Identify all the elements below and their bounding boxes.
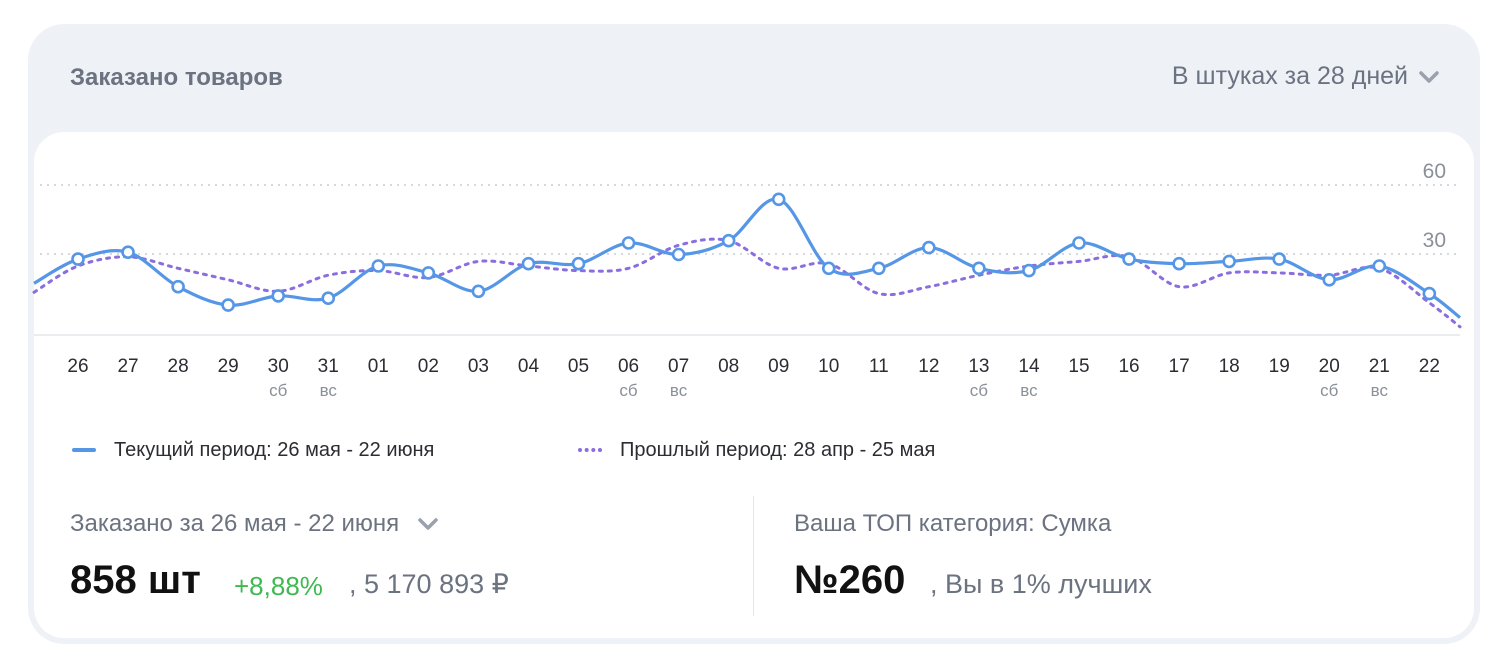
- period-select-label: В штуках за 28 дней: [1171, 62, 1408, 90]
- data-point: [171, 279, 185, 294]
- data-point: [521, 256, 536, 271]
- x-tick-label: 07: [668, 356, 689, 377]
- previous-period-line: [32, 237, 1462, 329]
- weekday-label: сб: [1320, 381, 1339, 400]
- x-tick-label: 29: [218, 356, 239, 377]
- legend-previous-swatch: [578, 448, 602, 452]
- y-tick-label: 30: [1423, 229, 1446, 252]
- x-tick-label: 12: [918, 356, 939, 377]
- orders-line-chart: 30 60 26 27 28 29 30 сб 31 вс 01 02 03 04 05 06 сб 07 вс 0…: [32, 160, 1462, 400]
- x-tick-label: 11: [869, 356, 889, 377]
- x-tick-label: 28: [168, 356, 189, 377]
- weekday-label: вс: [1371, 381, 1389, 400]
- ordered-period-select[interactable]: Заказано за 26 мая - 22 июня: [70, 510, 439, 538]
- x-tick-label: 19: [1269, 356, 1290, 377]
- x-tick-label: 18: [1219, 356, 1240, 377]
- card-title: Заказано товаров: [70, 64, 283, 91]
- data-point: [221, 298, 235, 312]
- x-tick-label: 14: [1018, 356, 1040, 377]
- x-tick-label: 15: [1068, 356, 1089, 377]
- x-tick-label: 01: [368, 356, 389, 377]
- current-period-line: [33, 197, 1461, 319]
- x-tick-label: 21: [1369, 356, 1390, 377]
- data-point: [1222, 254, 1236, 269]
- y-tick-label: 60: [1423, 160, 1446, 183]
- data-point: [271, 289, 286, 303]
- legend-previous-label: Прошлый период: 28 апр - 25 мая: [620, 438, 936, 461]
- data-point: [1272, 252, 1286, 266]
- data-point: [1422, 286, 1437, 301]
- stats-divider: [753, 496, 754, 616]
- x-tick-label: 05: [568, 356, 589, 377]
- x-tick-label: 16: [1118, 356, 1139, 377]
- data-point: [371, 259, 386, 273]
- data-point: [471, 284, 486, 299]
- data-point: [721, 233, 736, 248]
- rank-note: , Вы в 1% лучших: [930, 569, 1152, 599]
- data-point: [922, 240, 936, 255]
- data-point: [321, 291, 336, 306]
- data-point: [421, 266, 436, 280]
- data-point: [121, 245, 135, 259]
- weekday-label: сб: [970, 381, 989, 400]
- x-tick-label: 03: [468, 356, 489, 377]
- x-tick-label: 26: [67, 356, 88, 377]
- legend-current-label: Текущий период: 26 мая - 22 июня: [114, 438, 435, 461]
- data-point: [671, 247, 686, 262]
- top-category-label: Ваша ТОП категория: Сумка: [794, 510, 1112, 537]
- x-tick-label: 22: [1419, 356, 1440, 377]
- data-point: [1322, 272, 1337, 287]
- ordered-period-label: Заказано за 26 мая - 22 июня: [70, 510, 400, 537]
- ordered-change-badge: +8,88%: [234, 571, 323, 601]
- x-tick-label: 20: [1319, 356, 1340, 377]
- chevron-down-icon: [1419, 70, 1439, 83]
- data-point: [71, 252, 85, 266]
- x-tick-label: 06: [618, 356, 639, 377]
- weekday-label: вс: [320, 381, 338, 400]
- period-select[interactable]: В штуках за 28 дней: [1172, 62, 1440, 91]
- data-point: [972, 261, 986, 276]
- ordered-revenue: , 5 170 893 ₽: [349, 569, 509, 599]
- weekday-label: сб: [619, 381, 638, 400]
- data-point: [871, 261, 886, 276]
- x-tick-label: 30: [268, 356, 289, 377]
- x-tick-label: 27: [117, 356, 138, 377]
- weekday-label: сб: [269, 381, 288, 400]
- x-tick-label: 10: [818, 356, 839, 377]
- data-point: [1072, 236, 1086, 250]
- x-tick-label: 17: [1169, 356, 1190, 377]
- x-tick-label: 31: [318, 356, 339, 377]
- data-point: [821, 261, 836, 276]
- data-point: [621, 236, 636, 250]
- data-point: [571, 256, 586, 271]
- data-point: [771, 192, 786, 207]
- weekday-label: вс: [670, 381, 688, 400]
- category-rank: №260: [794, 558, 906, 602]
- weekday-label: вс: [1020, 381, 1038, 400]
- data-point: [1172, 256, 1186, 271]
- x-tick-label: 04: [518, 356, 540, 377]
- chevron-down-icon: [418, 518, 438, 530]
- x-tick-label: 13: [968, 356, 989, 377]
- ordered-total: 858 шт: [70, 558, 201, 602]
- data-point: [1372, 259, 1387, 273]
- legend-current[interactable]: Текущий период: 26 мая - 22 июня: [72, 436, 434, 464]
- legend-previous[interactable]: Прошлый период: 28 апр - 25 мая: [578, 436, 935, 464]
- data-point: [1022, 263, 1036, 278]
- x-tick-label: 08: [718, 356, 739, 377]
- legend-current-swatch: [72, 448, 96, 452]
- x-tick-label: 09: [768, 356, 789, 377]
- x-tick-label: 02: [418, 356, 439, 377]
- data-point: [1122, 252, 1136, 266]
